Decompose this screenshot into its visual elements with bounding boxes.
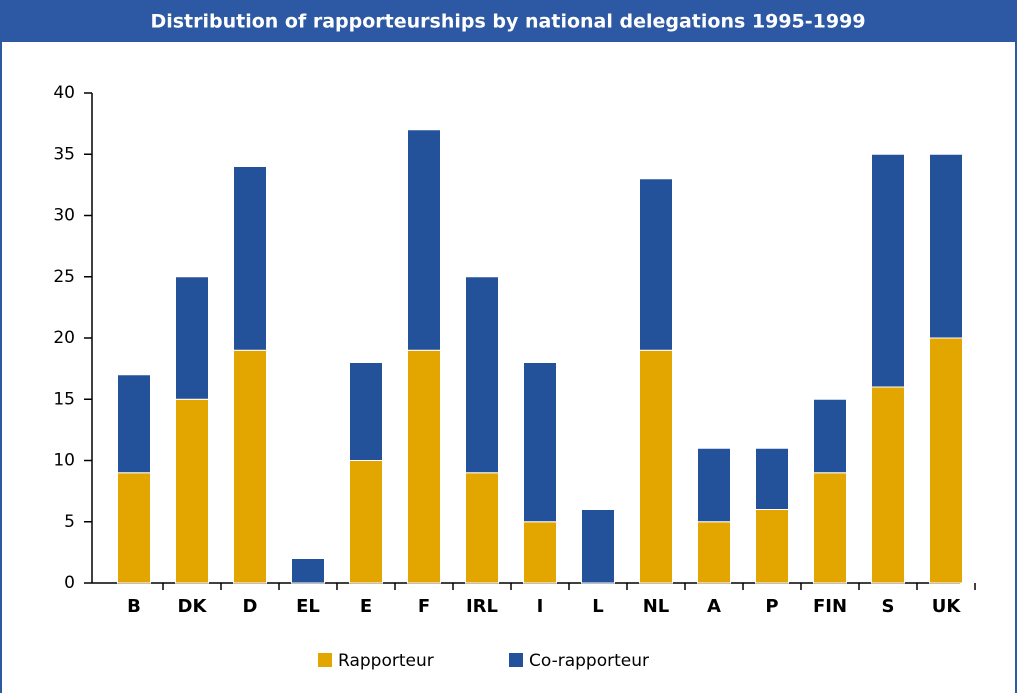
x-tick-label: E <box>360 596 372 617</box>
bar-segment <box>407 349 441 584</box>
frame-right <box>1015 42 1017 693</box>
bar-segment <box>581 509 615 584</box>
y-tick-label: 15 <box>53 389 75 409</box>
x-tick-label: I <box>537 596 544 617</box>
chart-title: Distribution of rapporteurships by natio… <box>150 11 865 33</box>
bar-segment <box>233 349 267 584</box>
y-tick-label: 35 <box>53 144 75 164</box>
bar-segment <box>523 521 557 584</box>
x-tick-label: P <box>765 596 778 617</box>
bar-segment <box>871 153 905 388</box>
x-tick-label: DK <box>178 596 208 617</box>
bar-segment <box>175 398 209 584</box>
x-tick-label: NL <box>643 596 670 617</box>
legend-swatch <box>318 653 332 667</box>
y-tick-label: 0 <box>64 573 75 593</box>
bar-segment <box>117 374 151 474</box>
y-tick-label: 30 <box>53 206 75 226</box>
bar-segment <box>465 472 499 584</box>
x-tick-label: IRL <box>466 596 498 617</box>
bar-segment <box>117 472 151 584</box>
bar-segment <box>697 447 731 523</box>
bar-segment <box>465 276 499 474</box>
bar-segment <box>175 276 209 400</box>
x-tick-label: L <box>592 596 603 617</box>
title-bar <box>0 0 1017 42</box>
x-tick-label: A <box>707 596 721 617</box>
bar-segment <box>233 166 267 351</box>
bar-segment <box>871 386 905 584</box>
bar-segment <box>929 153 963 339</box>
frame-left <box>0 42 2 693</box>
x-tick-label: UK <box>932 596 962 617</box>
x-tick-label: FIN <box>813 596 847 617</box>
x-tick-label: EL <box>296 596 320 617</box>
bar-segment <box>291 558 325 584</box>
bar-segment <box>639 349 673 584</box>
y-tick-label: 40 <box>53 83 75 103</box>
x-tick-label: F <box>418 596 430 617</box>
y-tick-label: 10 <box>53 451 75 471</box>
bar-segment <box>813 398 847 474</box>
x-tick-label: S <box>882 596 895 617</box>
y-tick-label: 25 <box>53 267 75 287</box>
legend-label: Co-rapporteur <box>529 651 649 671</box>
bar-segment <box>813 472 847 584</box>
bar-segment <box>349 460 383 584</box>
bar-segment <box>755 509 789 584</box>
bar-segment <box>697 521 731 584</box>
bar-segment <box>929 337 963 584</box>
bar-segment <box>755 447 789 510</box>
x-tick-label: B <box>127 596 141 617</box>
legend-label: Rapporteur <box>338 651 434 671</box>
bar-segment <box>349 362 383 461</box>
y-tick-label: 20 <box>53 328 75 348</box>
bar-segment <box>639 178 673 351</box>
bar-segment <box>407 129 441 351</box>
x-tick-label: D <box>243 596 258 617</box>
bar-segment <box>523 362 557 523</box>
y-tick-label: 5 <box>64 512 75 532</box>
legend-swatch <box>509 653 523 667</box>
